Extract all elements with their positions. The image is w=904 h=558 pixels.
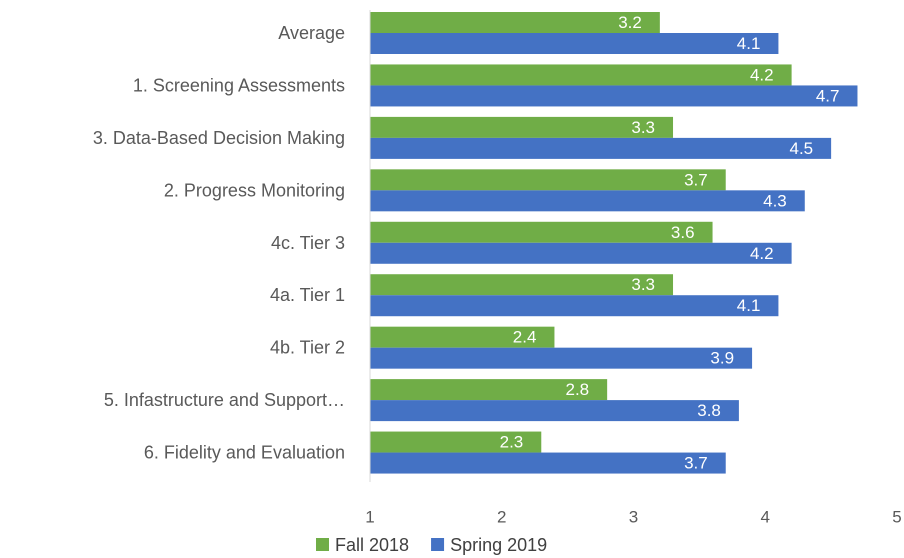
value-label: 4.1: [737, 34, 761, 53]
value-label: 4.1: [737, 296, 761, 315]
category-label: 1. Screening Assessments: [133, 75, 345, 95]
bar: [370, 326, 555, 348]
value-label: 3.3: [631, 275, 655, 294]
value-label: 3.6: [671, 223, 695, 242]
value-label: 3.7: [684, 170, 708, 189]
category-label: 4c. Tier 3: [271, 233, 345, 253]
value-label: 4.2: [750, 244, 774, 263]
bar: [370, 190, 805, 212]
category-label: 5. Infastructure and Support…: [104, 390, 345, 410]
value-label: 2.3: [500, 433, 524, 452]
legend-swatch: [316, 538, 329, 551]
bar: [370, 85, 858, 107]
value-label: 2.8: [566, 380, 590, 399]
value-label: 3.2: [618, 13, 642, 32]
bar: [370, 295, 779, 317]
bar: [370, 33, 779, 54]
legend-label: Spring 2019: [450, 535, 547, 555]
bar: [370, 379, 608, 401]
value-label: 2.4: [513, 328, 537, 347]
bar: [370, 452, 726, 474]
legend-swatch: [431, 538, 445, 551]
category-label: 2. Progress Monitoring: [164, 180, 345, 200]
category-label: 4b. Tier 2: [270, 338, 345, 358]
value-label: 3.7: [684, 454, 708, 473]
bar: [370, 169, 726, 191]
x-tick-label: 5: [892, 507, 901, 526]
x-tick-label: 4: [761, 507, 770, 526]
bar: [370, 274, 674, 296]
x-tick-label: 2: [497, 507, 506, 526]
x-tick-label: 1: [365, 507, 374, 526]
bar: [370, 137, 832, 159]
bar: [370, 242, 792, 264]
value-label: 4.5: [789, 139, 813, 158]
value-label: 3.9: [710, 349, 734, 368]
value-label: 4.3: [763, 191, 787, 210]
value-label: 4.2: [750, 65, 774, 84]
legend-label: Fall 2018: [335, 535, 409, 555]
bar: [370, 221, 713, 243]
bar: [370, 12, 660, 33]
value-label: 3.8: [697, 401, 721, 420]
value-label: 3.3: [631, 118, 655, 137]
value-label: 4.7: [816, 86, 840, 105]
category-label: Average: [278, 23, 345, 43]
bar: [370, 400, 739, 422]
category-label: 3. Data-Based Decision Making: [93, 128, 345, 148]
category-label: 6. Fidelity and Evaluation: [144, 443, 345, 463]
x-tick-label: 3: [629, 507, 638, 526]
category-label: 4a. Tier 1: [270, 285, 345, 305]
bar: [370, 64, 792, 86]
bar: [370, 116, 674, 138]
bar: [370, 347, 753, 369]
bar: [370, 431, 542, 453]
